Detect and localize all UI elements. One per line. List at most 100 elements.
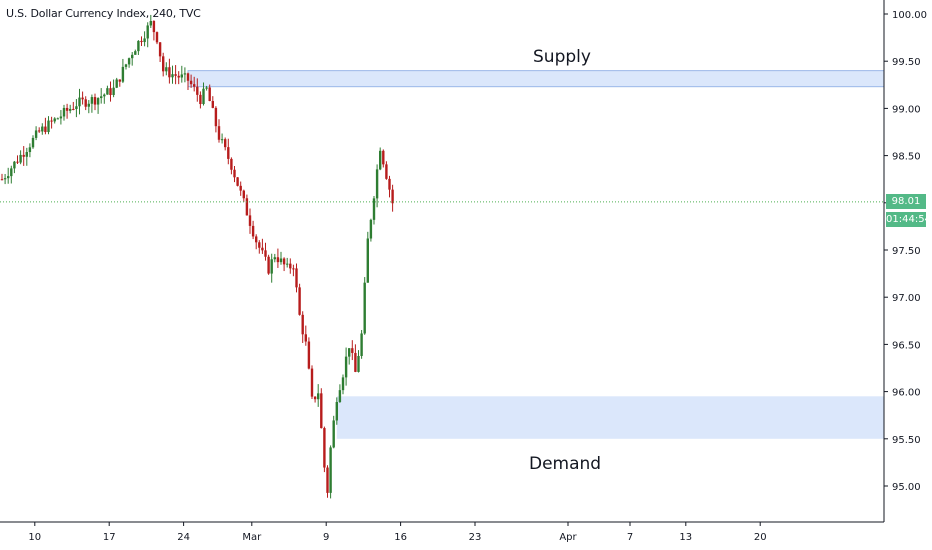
- candle-body: [329, 447, 332, 493]
- candle-body: [382, 150, 385, 165]
- candle-body: [208, 87, 211, 102]
- candle-body: [62, 107, 66, 117]
- x-tick-label: Apr: [559, 532, 577, 543]
- y-tick-label: 96.50: [892, 340, 921, 351]
- candle-body: [217, 126, 221, 140]
- candle-body: [307, 341, 311, 369]
- candle-body: [354, 352, 357, 372]
- supply-zone-label: Supply: [533, 47, 591, 67]
- candle-body: [22, 154, 25, 157]
- candle-body: [220, 139, 224, 141]
- candle-body: [279, 258, 283, 263]
- candle-body: [205, 87, 208, 89]
- candle-body: [168, 67, 171, 78]
- candle-body: [10, 168, 13, 177]
- candle-body: [258, 242, 261, 248]
- candle-body: [134, 51, 137, 55]
- candle-body: [224, 139, 227, 148]
- candle-body: [28, 147, 32, 153]
- countdown-badge: 01:44:54: [886, 212, 931, 227]
- candle-body: [140, 40, 143, 43]
- candle-body: [372, 198, 376, 220]
- candle-body: [363, 282, 366, 334]
- candle-body: [366, 238, 369, 283]
- candle-body: [289, 263, 292, 269]
- demand-zone-label: Demand: [529, 454, 602, 474]
- y-tick-label: 98.50: [892, 152, 921, 163]
- x-tick-label: 23: [469, 532, 482, 543]
- candle-body: [323, 428, 326, 468]
- y-tick-label: 95.50: [892, 435, 921, 446]
- candle-body: [13, 161, 16, 169]
- candle-body: [137, 40, 140, 52]
- candle-body: [193, 84, 196, 87]
- candle-body: [16, 161, 19, 163]
- candle-body: [149, 20, 152, 26]
- candle-body: [348, 348, 351, 357]
- supply-zone: [187, 70, 885, 88]
- candle-body: [0, 179, 4, 181]
- candle-body: [317, 393, 320, 400]
- candle-body: [332, 420, 335, 448]
- candle-body: [155, 32, 159, 43]
- candle-body: [118, 79, 121, 82]
- x-tick-label: 9: [323, 532, 329, 543]
- candle-body: [276, 257, 280, 263]
- candle-body: [34, 130, 38, 138]
- candle-body: [267, 256, 270, 274]
- y-tick-label: 97.50: [892, 246, 921, 257]
- candle-body: [255, 236, 258, 243]
- candle-body: [310, 368, 314, 397]
- candle-body: [375, 169, 379, 199]
- candle-body: [90, 97, 94, 104]
- candle-body: [112, 87, 115, 96]
- candle-body: [202, 88, 205, 105]
- candle-body: [72, 108, 75, 110]
- candle-body: [264, 250, 267, 257]
- candle-body: [121, 66, 125, 82]
- candle-body: [273, 257, 276, 260]
- candle-body: [56, 118, 59, 120]
- candle-body: [270, 259, 273, 274]
- candle-body: [84, 99, 87, 107]
- candle-body: [143, 38, 146, 43]
- candle-body: [344, 356, 348, 378]
- candle-body: [81, 97, 84, 100]
- candle-body: [106, 88, 109, 95]
- y-tick-label: 97.00: [892, 293, 921, 304]
- zones-layer: [187, 70, 885, 439]
- x-tick-label: 7: [627, 532, 633, 543]
- candle-body: [379, 150, 382, 170]
- candle-body: [189, 80, 193, 85]
- candle-body: [59, 116, 63, 119]
- candle-body: [65, 107, 69, 111]
- candle-body: [93, 97, 97, 105]
- candles-layer: [0, 14, 394, 499]
- candle-body: [338, 390, 342, 402]
- candle-body: [47, 120, 50, 133]
- demand-zone: [336, 396, 884, 439]
- candle-body: [286, 263, 289, 265]
- candle-body: [177, 75, 180, 78]
- candle-body: [196, 86, 199, 95]
- candle-body: [3, 178, 7, 180]
- y-tick-label: 100.00: [892, 10, 927, 21]
- candle-body: [186, 73, 190, 81]
- candle-body: [78, 97, 81, 107]
- x-tick-label: 13: [679, 532, 692, 543]
- candle-body: [261, 247, 264, 251]
- candle-body: [239, 185, 242, 191]
- candle-body: [103, 94, 106, 97]
- candle-body: [236, 177, 239, 186]
- x-tick-label: 16: [394, 532, 407, 543]
- candle-body: [313, 396, 317, 400]
- candle-body: [165, 67, 168, 72]
- candle-body: [298, 287, 301, 315]
- candle-body: [242, 190, 245, 199]
- candle-body: [100, 96, 103, 99]
- candle-body: [162, 56, 165, 72]
- candle-body: [50, 120, 53, 122]
- last-price-badge: 98.01: [886, 194, 926, 209]
